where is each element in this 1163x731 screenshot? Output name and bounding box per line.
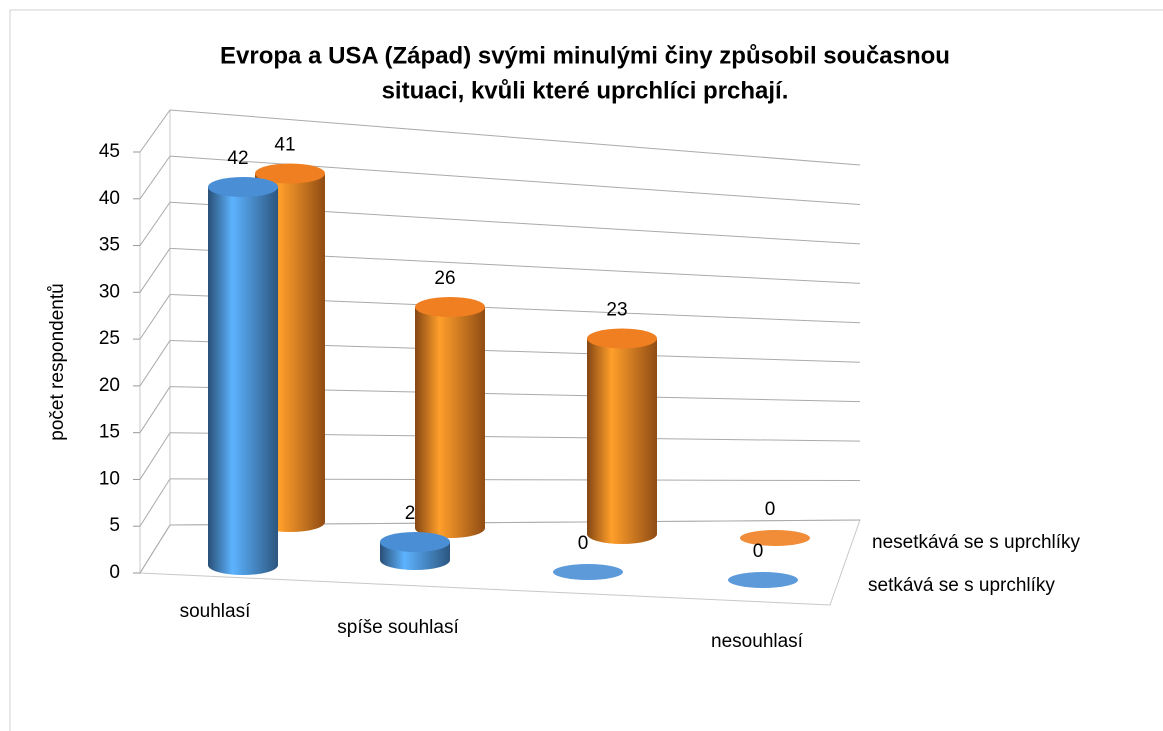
y-tick-label: 35 <box>99 235 120 256</box>
cylinder-body <box>415 307 485 528</box>
value-label: 2 <box>405 503 416 524</box>
value-label: 23 <box>606 300 627 321</box>
frame <box>9 9 1163 731</box>
legend-label: setkává se s uprchlíky <box>868 575 1055 596</box>
cylinder-top <box>208 177 278 197</box>
cylinder-top <box>380 532 450 552</box>
y-tick-label: 0 <box>109 562 120 583</box>
y-tick-label: 45 <box>99 141 120 162</box>
y-tick-label: 30 <box>99 281 120 302</box>
cylinder-body <box>587 338 657 534</box>
grid-line <box>139 248 171 293</box>
legend-label: nesetkává se s uprchlíky <box>872 532 1081 553</box>
grid-line <box>139 201 171 246</box>
value-label: 26 <box>434 268 455 289</box>
x-tick-label: spíše souhlasí <box>337 617 459 638</box>
grid-line <box>139 155 171 200</box>
value-label: 0 <box>578 533 589 554</box>
x-tick-label: nesouhlasí <box>711 631 804 652</box>
y-axis-label: počet respondentů <box>47 283 68 440</box>
grid-line <box>139 109 171 153</box>
grid-line <box>139 386 171 433</box>
grid-line <box>139 478 171 527</box>
chart-title: situaci, kvůli které uprchlíci prchají. <box>382 77 789 104</box>
y-tick-label: 15 <box>99 422 120 443</box>
x-tick-label: souhlasí <box>180 601 251 622</box>
y-tick-label: 25 <box>99 328 120 349</box>
cylinder-disc <box>553 564 623 580</box>
cylinder-top <box>587 328 657 349</box>
cylinder-body <box>208 187 278 565</box>
value-label: 42 <box>227 148 248 169</box>
chart-title: Evropa a USA (Západ) svými minulými činy… <box>220 42 950 69</box>
value-label: 41 <box>274 135 295 156</box>
value-label: 0 <box>765 499 776 520</box>
cylinder-disc <box>728 572 798 588</box>
cylinder-top <box>255 163 325 184</box>
left-wall <box>139 110 171 575</box>
y-tick-label: 5 <box>109 515 120 536</box>
grid-line <box>139 340 171 387</box>
grid-line <box>169 109 861 166</box>
cylinder-top <box>415 297 485 317</box>
y-tick-label: 10 <box>99 468 120 489</box>
cylinder-disc <box>740 530 810 546</box>
grid-line <box>139 294 171 340</box>
grid-line <box>139 524 171 574</box>
grid-line <box>139 432 171 480</box>
y-tick-label: 20 <box>99 375 120 396</box>
y-tick-label: 40 <box>99 188 120 209</box>
value-label: 0 <box>753 541 764 562</box>
